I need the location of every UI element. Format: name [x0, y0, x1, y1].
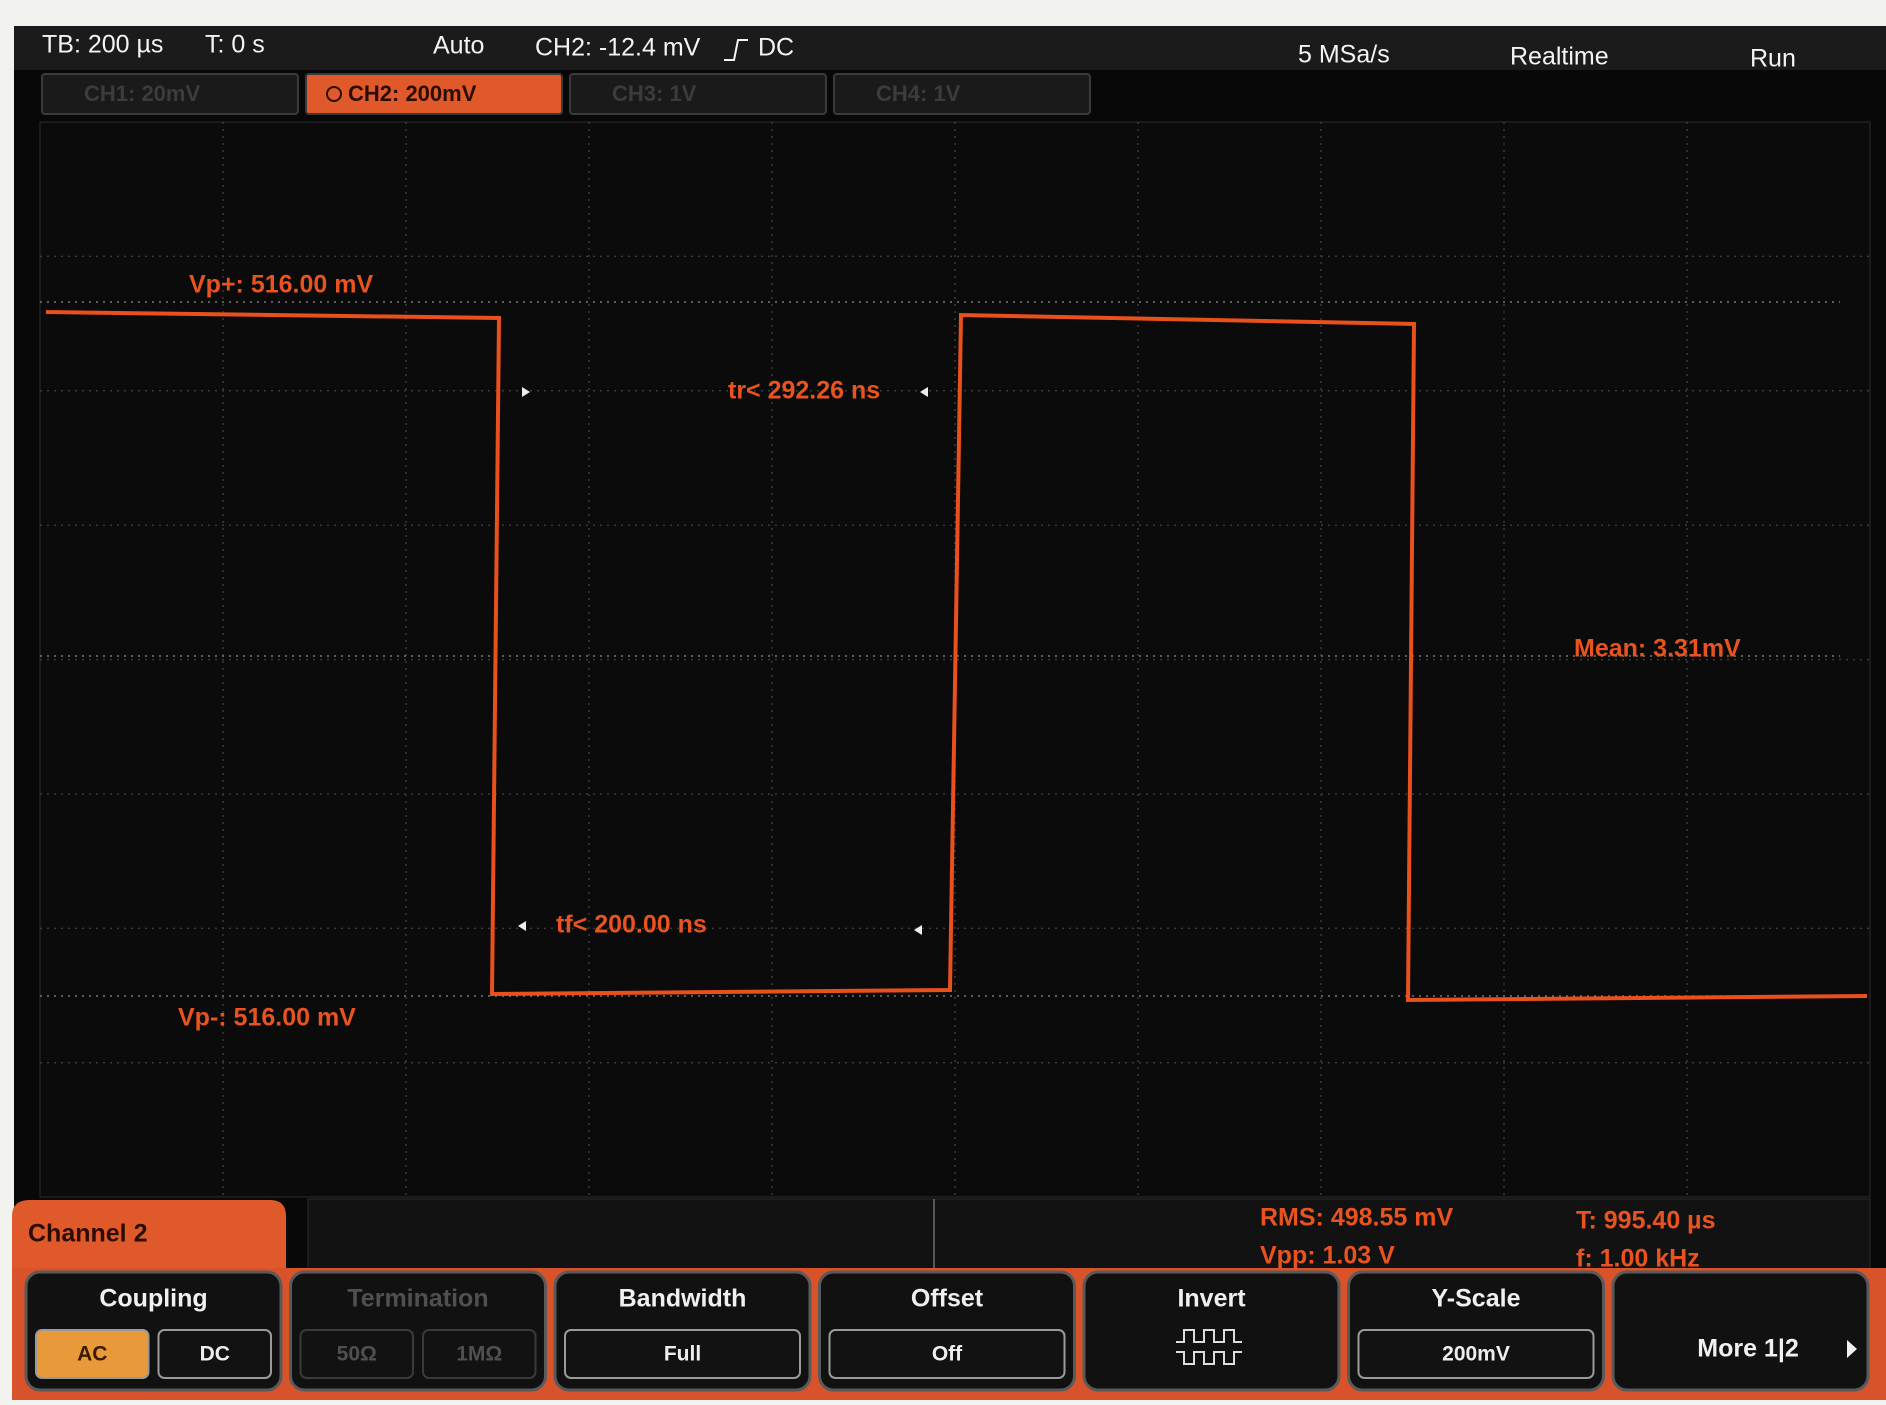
option-label[interactable]: Off — [932, 1343, 963, 1366]
vp-minus: Vp-: 516.00 mV — [178, 1004, 356, 1032]
option-label[interactable]: AC — [77, 1343, 107, 1366]
trigger-time: T: 0 s — [205, 31, 265, 59]
menu-button-label[interactable]: Y-Scale — [1432, 1285, 1521, 1313]
period: T: 995.40 µs — [1576, 1207, 1716, 1235]
menu-button[interactable] — [1613, 1272, 1868, 1390]
trigger-mode: Auto — [433, 32, 484, 60]
sample-rate: 5 MSa/s — [1298, 41, 1390, 69]
vp-plus: Vp+: 516.00 mV — [189, 271, 373, 299]
menu-button-label[interactable]: Bandwidth — [619, 1285, 747, 1313]
trigger-coupling: DC — [758, 34, 794, 62]
channel-tab[interactable] — [834, 74, 1090, 114]
menu-button-label[interactable]: Invert — [1177, 1285, 1246, 1313]
menu-button-label[interactable]: Coupling — [99, 1285, 207, 1313]
body: TB: 200 µs T: 0 s Auto CH2: -12.4 mV DC … — [0, 0, 1886, 1400]
menu-buttons: Coupling AC DC Termination 50Ω 1MΩ Bandwidth Fu… — [26, 1272, 1868, 1390]
scope-screen: TB: 200 µs T: 0 s Auto CH2: -12.4 mV DC … — [0, 0, 1886, 1400]
menu-button-label[interactable]: More 1|2 — [1697, 1335, 1798, 1363]
menu-title: Channel 2 — [28, 1220, 147, 1248]
tab-label[interactable]: CH4: 1V — [876, 81, 961, 106]
run-state[interactable]: Run — [1750, 45, 1796, 73]
page: {"status_bar": {"timebase": "TB: 200 µs"… — [0, 0, 1886, 1400]
vpp: Vpp: 1.03 V — [1260, 1242, 1395, 1270]
option-label[interactable]: 200mV — [1442, 1343, 1510, 1366]
option-label[interactable]: DC — [200, 1343, 230, 1366]
menu-button-label: Termination — [347, 1285, 488, 1313]
tab-label[interactable]: CH1: 20mV — [84, 81, 200, 106]
timebase: TB: 200 µs — [42, 31, 163, 59]
tab-label[interactable]: CH2: 200mV — [348, 81, 477, 106]
option-label: 50Ω — [337, 1343, 377, 1366]
menu-button-label[interactable]: Offset — [911, 1285, 984, 1313]
option-label: 1MΩ — [456, 1343, 502, 1366]
rms: RMS: 498.55 mV — [1260, 1204, 1453, 1232]
acquisition: Realtime — [1510, 43, 1609, 71]
tab-label[interactable]: CH3: 1V — [612, 81, 697, 106]
rise-time: tr< 292.26 ns — [728, 377, 880, 405]
mean: Mean: 3.31mV — [1574, 635, 1741, 663]
option-label[interactable]: Full — [664, 1343, 701, 1366]
channel-tab[interactable] — [570, 74, 826, 114]
trigger-source: CH2: -12.4 mV — [535, 34, 701, 62]
fall-time: tf< 200.00 ns — [556, 911, 707, 939]
